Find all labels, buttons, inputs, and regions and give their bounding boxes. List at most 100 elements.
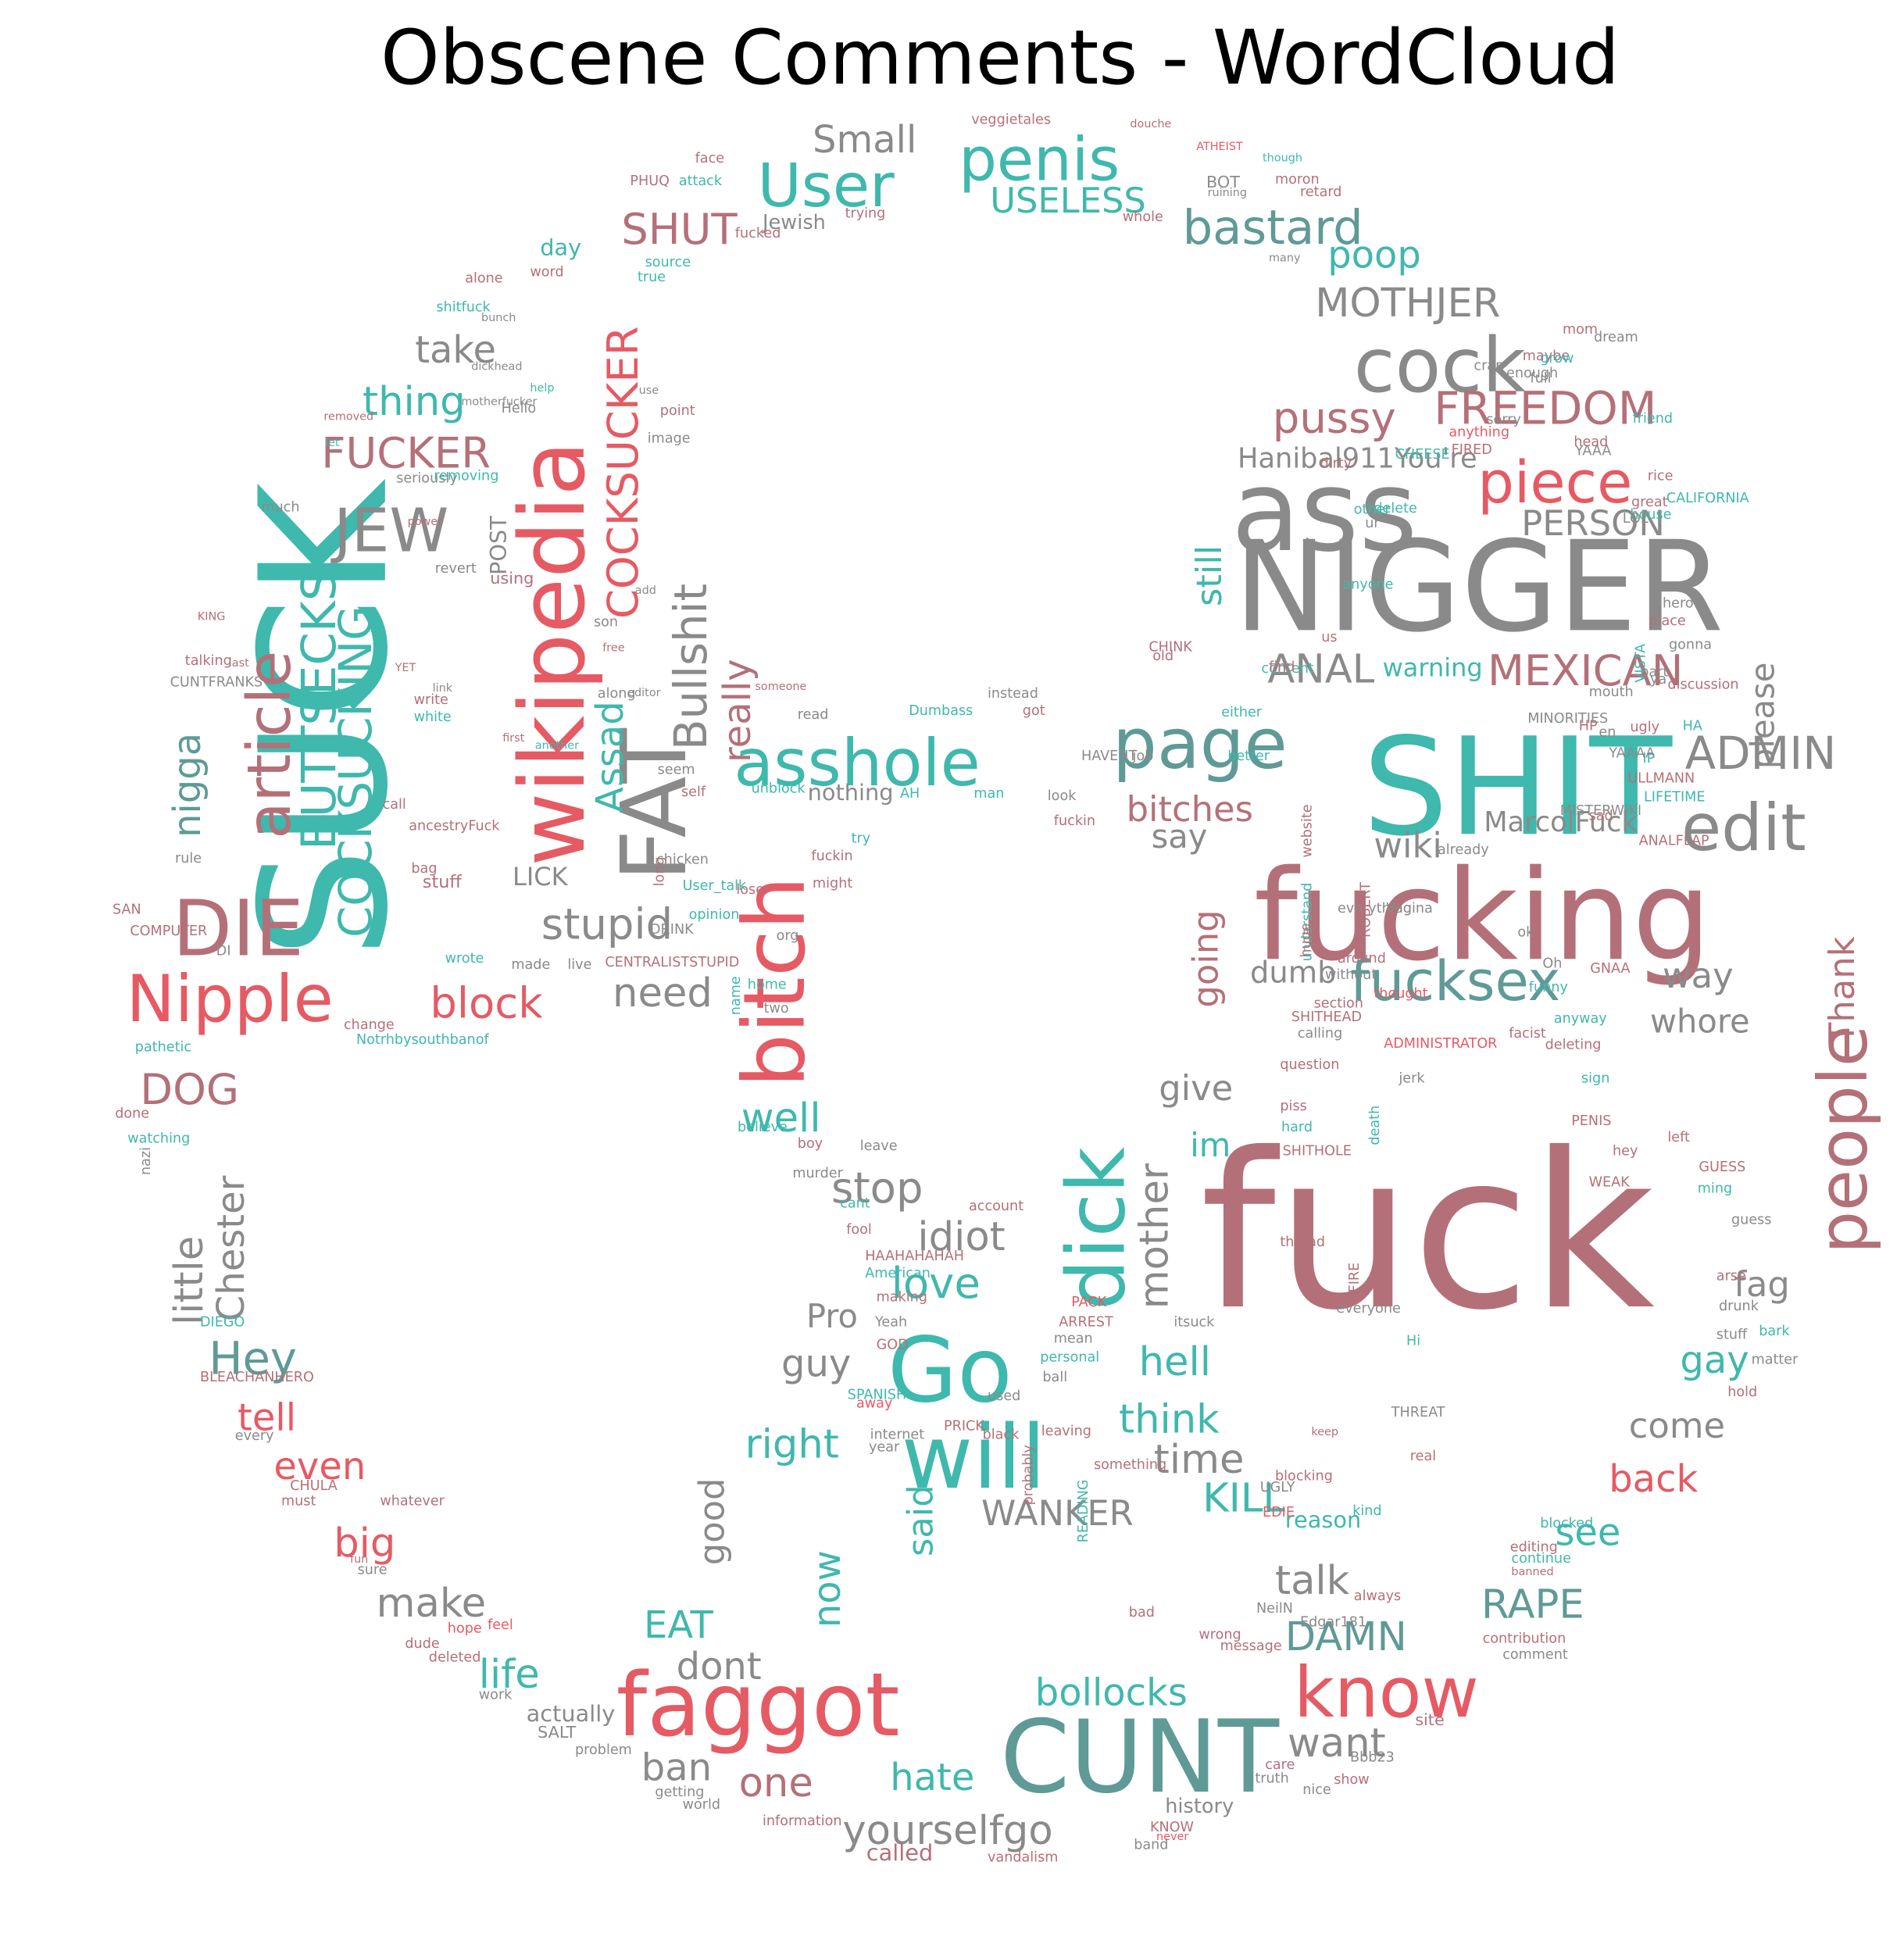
cloud-word: son	[594, 615, 618, 631]
cloud-word: DIEGO	[200, 1315, 245, 1331]
cloud-word: COCKSUCKER	[598, 326, 648, 619]
cloud-word: something	[1094, 1457, 1166, 1473]
cloud-word: getting	[655, 1785, 704, 1800]
cloud-word: BUTTSECKS	[292, 571, 347, 850]
cloud-word: source	[645, 255, 691, 270]
cloud-word: READING	[1076, 1479, 1091, 1542]
cloud-word: nigga	[166, 733, 209, 838]
cloud-word: RAPE	[1481, 1581, 1584, 1628]
cloud-word: everything	[1338, 901, 1412, 917]
cloud-word: CHINK	[1148, 640, 1192, 656]
cloud-word: BLEACHANHERO	[200, 1370, 314, 1385]
cloud-word: stupid	[541, 900, 673, 949]
cloud-word: wrong	[1198, 1628, 1241, 1643]
cloud-word: thread	[1280, 1235, 1325, 1250]
cloud-word: hey	[1613, 1143, 1638, 1159]
cloud-word: douche	[1130, 118, 1171, 130]
cloud-word: PENIS	[1571, 1113, 1611, 1129]
cloud-word: made	[511, 957, 550, 973]
cloud-word: mouth	[1589, 684, 1634, 700]
cloud-word: keep	[1311, 1426, 1338, 1438]
cloud-word: never	[1156, 1831, 1188, 1843]
cloud-word: penis	[959, 125, 1120, 195]
cloud-word: long	[652, 856, 668, 886]
cloud-word: believe	[738, 1120, 788, 1135]
cloud-word: last	[229, 657, 249, 670]
cloud-word: deleting	[1545, 1037, 1602, 1052]
cloud-word: sad	[1589, 809, 1613, 824]
cloud-word: hero	[1663, 596, 1694, 612]
cloud-word: Hey	[209, 1332, 297, 1385]
cloud-word: CALIFORNIA	[1666, 491, 1749, 506]
cloud-word: AH	[900, 786, 920, 802]
cloud-word: DAMN	[1285, 1613, 1407, 1660]
cloud-word: en	[1599, 724, 1616, 740]
cloud-word: bitch	[725, 876, 824, 1088]
cloud-word: funny	[1529, 980, 1568, 995]
cloud-word: little	[166, 1236, 213, 1325]
cloud-word: content	[1261, 661, 1313, 677]
cloud-word: everyone	[1336, 1301, 1400, 1317]
cloud-word: dickhead	[471, 361, 522, 373]
cloud-word: said	[900, 1485, 941, 1556]
cloud-word: Bbb23	[1350, 1749, 1395, 1765]
cloud-word: add	[635, 584, 656, 597]
cloud-word: need	[613, 970, 713, 1017]
cloud-word: PERSON	[1521, 502, 1665, 544]
cloud-word: Assad	[588, 701, 632, 813]
cloud-word: dick	[1050, 1147, 1143, 1310]
cloud-word: face	[695, 151, 724, 166]
cloud-word: fun	[350, 1553, 368, 1566]
cloud-word: crap	[1474, 359, 1504, 374]
cloud-word: way	[1663, 955, 1734, 996]
cloud-word: dumb	[1250, 956, 1336, 991]
cloud-word: people	[1805, 1025, 1883, 1254]
cloud-word: GOD	[877, 1337, 909, 1352]
cloud-word: KNOW	[1150, 1820, 1194, 1835]
cloud-word: first	[502, 732, 524, 745]
cloud-word: Hanibal911You're	[1238, 442, 1477, 474]
cloud-word: NIGGER	[1234, 513, 1724, 659]
cloud-word: shitfuck	[436, 299, 491, 315]
cloud-word: find	[1269, 659, 1295, 675]
cloud-word: Yeah	[874, 1315, 907, 1331]
cloud-word: done	[115, 1106, 149, 1121]
cloud-word: want	[1288, 1720, 1386, 1767]
cloud-word: editor	[627, 687, 660, 699]
cloud-word: Nipple	[127, 961, 334, 1037]
cloud-word: edit	[1681, 790, 1806, 866]
cloud-word: many	[1269, 252, 1301, 264]
cloud-word: IP	[1642, 751, 1655, 766]
cloud-word: try	[852, 831, 871, 846]
cloud-word: CHULA	[290, 1478, 338, 1494]
cloud-word: come	[1629, 1405, 1725, 1446]
cloud-word: MEXICAN	[1488, 646, 1683, 695]
cloud-word: dont	[677, 1645, 762, 1688]
cloud-word: fucked	[735, 226, 781, 241]
cloud-word: back	[1609, 1457, 1698, 1501]
cloud-word: wrote	[445, 951, 484, 967]
cloud-word: fucksex	[1350, 949, 1560, 1013]
cloud-word: image	[648, 431, 691, 446]
cloud-word: rule	[175, 851, 202, 867]
cloud-word: house	[1630, 507, 1671, 523]
cloud-word: anything	[1449, 424, 1509, 440]
cloud-word: away	[856, 1396, 892, 1412]
cloud-word: SHITHEAD	[1291, 1009, 1362, 1025]
cloud-word: hell	[1139, 1338, 1211, 1385]
cloud-word: ancestryFuck	[409, 818, 500, 834]
cloud-word: talk	[1275, 1557, 1350, 1604]
cloud-word: around	[1338, 951, 1386, 967]
cloud-word: Notrhbysouthbanof	[356, 1032, 489, 1048]
cloud-word: yourselfgo	[842, 1807, 1052, 1854]
cloud-word: called	[866, 1839, 933, 1866]
cloud-word: American	[865, 1266, 931, 1281]
cloud-word: using	[490, 569, 534, 588]
cloud-word: black	[983, 1428, 1020, 1443]
cloud-word: piss	[1280, 1099, 1306, 1114]
cloud-word: continue	[1511, 1551, 1571, 1567]
cloud-word: give	[1159, 1067, 1233, 1109]
cloud-word: DIE	[173, 884, 304, 974]
cloud-word: YAAAA	[1608, 746, 1655, 762]
cloud-word: real	[1410, 1449, 1436, 1464]
